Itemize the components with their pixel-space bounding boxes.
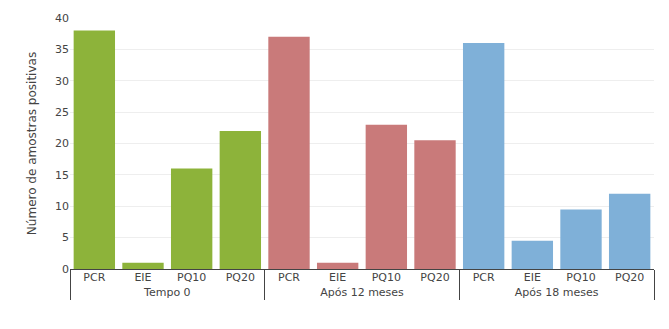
- svg-text:40: 40: [55, 12, 69, 25]
- svg-text:PQ10: PQ10: [566, 271, 595, 284]
- svg-text:Tempo 0: Tempo 0: [143, 286, 191, 299]
- svg-text:EIE: EIE: [524, 271, 541, 284]
- svg-text:PQ20: PQ20: [226, 271, 255, 284]
- svg-text:15: 15: [55, 169, 69, 182]
- svg-text:Número de amostras positivas: Número de amostras positivas: [25, 52, 39, 235]
- svg-text:PQ20: PQ20: [615, 271, 644, 284]
- svg-text:20: 20: [55, 137, 69, 150]
- svg-text:EIE: EIE: [134, 271, 151, 284]
- svg-text:PCR: PCR: [473, 271, 495, 284]
- svg-text:PQ20: PQ20: [420, 271, 449, 284]
- svg-text:Após 12 meses: Após 12 meses: [320, 286, 404, 299]
- svg-text:PCR: PCR: [83, 271, 105, 284]
- svg-text:PQ10: PQ10: [177, 271, 206, 284]
- svg-text:EIE: EIE: [329, 271, 346, 284]
- svg-text:PQ10: PQ10: [372, 271, 401, 284]
- svg-text:Após 18 meses: Após 18 meses: [515, 286, 599, 299]
- svg-text:25: 25: [55, 106, 69, 119]
- svg-text:0: 0: [62, 263, 69, 276]
- svg-text:35: 35: [55, 43, 69, 56]
- svg-text:30: 30: [55, 75, 69, 88]
- svg-text:10: 10: [55, 200, 69, 213]
- svg-text:5: 5: [62, 231, 69, 244]
- svg-text:PCR: PCR: [278, 271, 300, 284]
